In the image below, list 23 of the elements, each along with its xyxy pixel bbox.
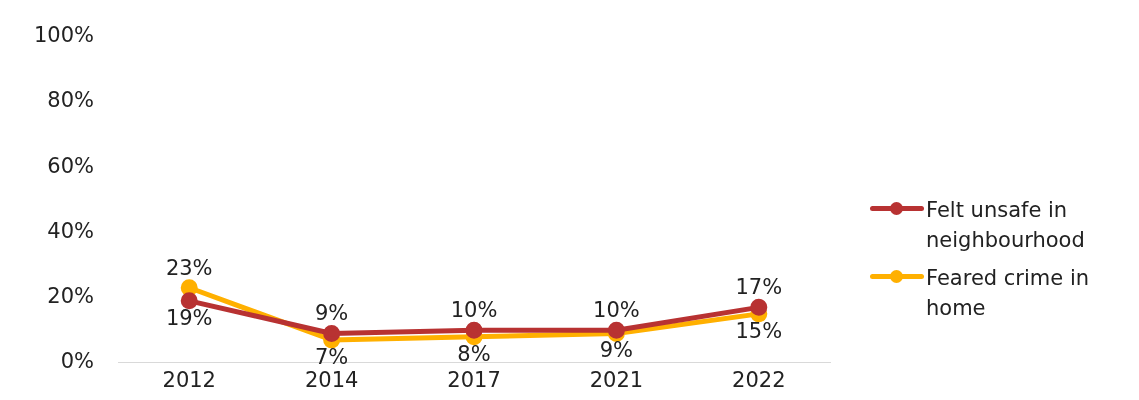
data-label: 15% bbox=[735, 318, 783, 343]
x-tick-label: 2022 bbox=[732, 367, 786, 392]
x-tick-label: 2017 bbox=[447, 367, 501, 392]
data-label: 9% bbox=[599, 338, 634, 363]
y-tick-label: 80% bbox=[47, 88, 95, 113]
data-label: 10% bbox=[593, 298, 640, 323]
y-tick-label: 20% bbox=[47, 284, 95, 309]
y-tick-label: 100% bbox=[33, 23, 95, 48]
y-tick-label: 0% bbox=[60, 349, 95, 374]
legend-label: Feared crime in home bbox=[926, 265, 1091, 322]
y-tick-label: 60% bbox=[47, 153, 95, 178]
data-label: 23% bbox=[165, 255, 213, 280]
data-label: 10% bbox=[450, 298, 498, 323]
legend-label: Felt unsafe in neighbourhood bbox=[926, 197, 1086, 254]
x-tick-label: 2021 bbox=[589, 367, 644, 392]
x-tick-label: 2014 bbox=[304, 367, 359, 392]
data-label: 7% bbox=[314, 344, 349, 369]
x-tick-label: 2012 bbox=[162, 367, 216, 392]
data-label: 19% bbox=[165, 305, 213, 330]
data-label: 17% bbox=[735, 275, 783, 300]
data-label: 8% bbox=[457, 341, 491, 366]
data-label: 9% bbox=[314, 301, 349, 326]
y-tick-label: 40% bbox=[47, 218, 95, 243]
